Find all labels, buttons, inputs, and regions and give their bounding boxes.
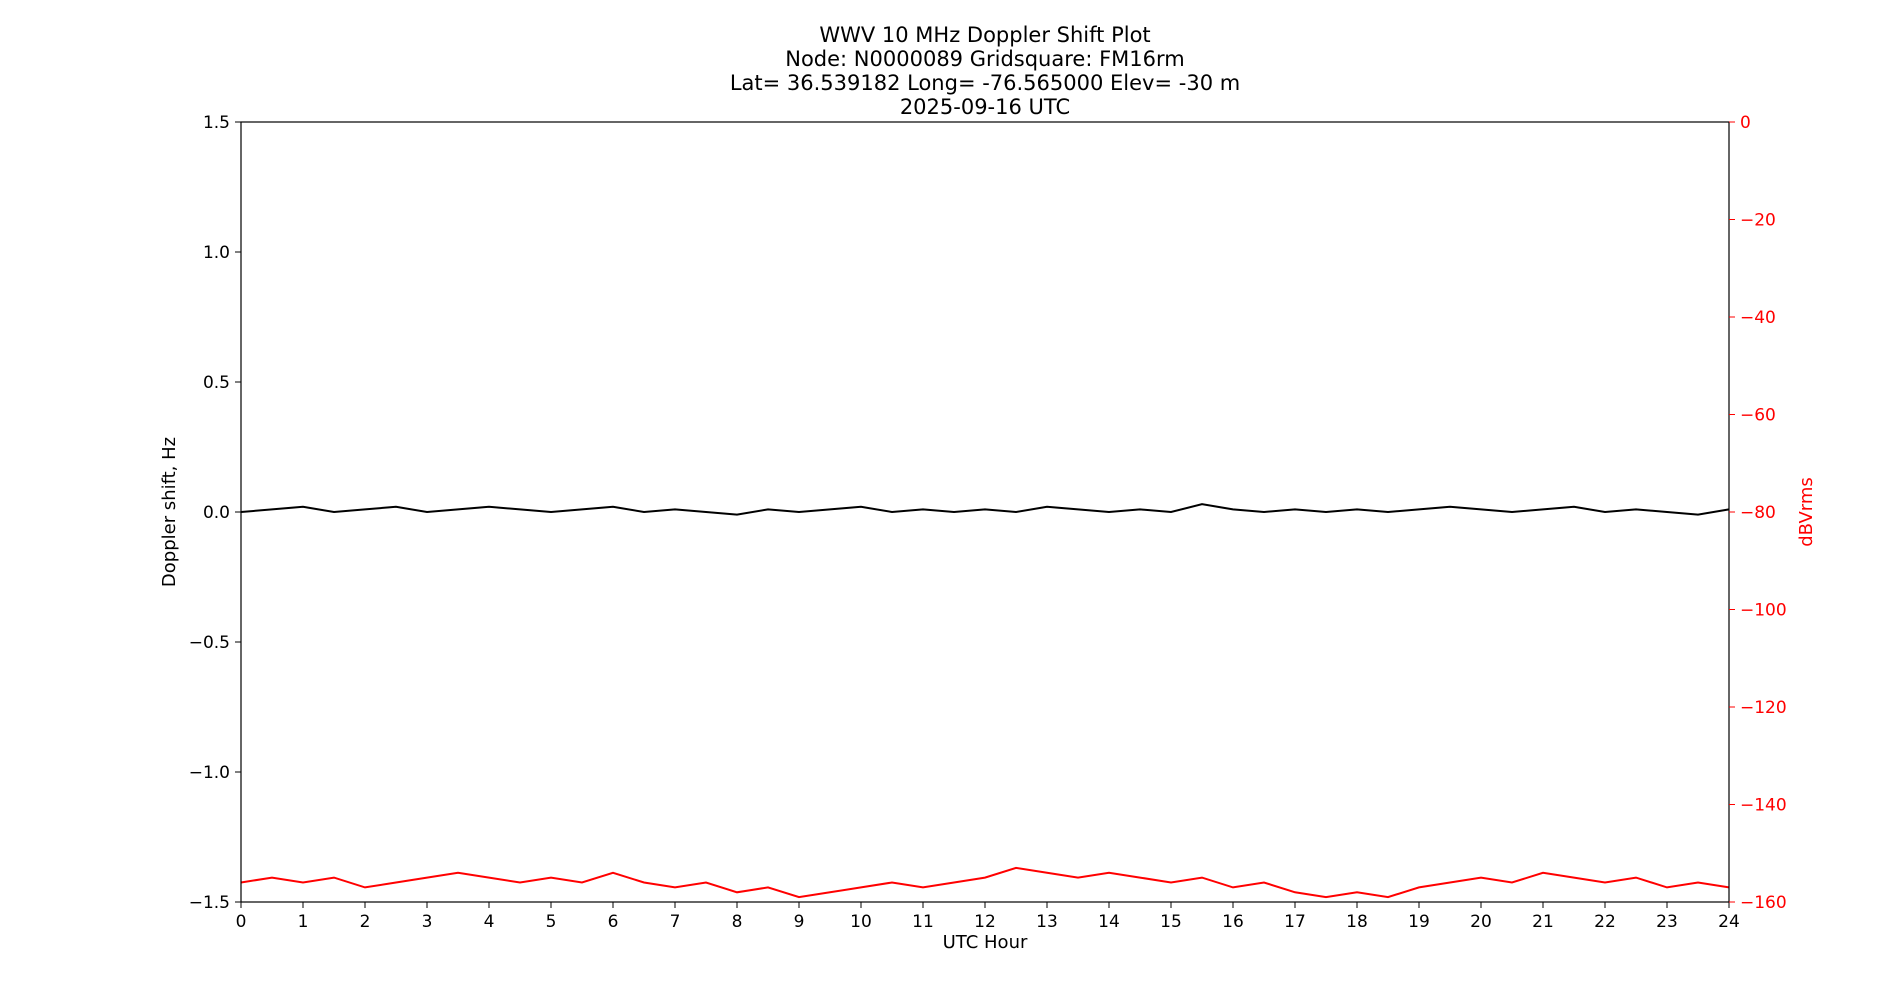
y-tick-label: 1.0 [203, 243, 230, 263]
chart-title: WWV 10 MHz Doppler Shift Plot Node: N000… [730, 23, 1240, 119]
title-line-2: Node: N0000089 Gridsquare: FM16rm [785, 47, 1184, 71]
y-axis-label: Doppler shift, Hz [159, 437, 180, 587]
x-tick-label: 8 [732, 912, 743, 932]
y2-tick-label: 0 [1740, 113, 1751, 133]
y2-tick-label: −160 [1740, 893, 1787, 913]
x-tick-label: 15 [1160, 912, 1182, 932]
y-axis-left: 1.5 1.0 0.5 0.0 −0.5 −1.0 −1.5 [189, 113, 241, 913]
y2-tick-label: −80 [1740, 503, 1776, 523]
title-line-4: 2025-09-16 UTC [900, 95, 1070, 119]
x-tick-label: 16 [1222, 912, 1244, 932]
x-tick-label: 11 [912, 912, 934, 932]
series-layer [240, 503, 1730, 899]
x-tick-label: 13 [1036, 912, 1058, 932]
series-line-power [240, 866, 1730, 899]
title-line-3: Lat= 36.539182 Long= -76.565000 Elev= -3… [730, 71, 1240, 95]
y2-tick-label: −20 [1740, 211, 1776, 231]
x-tick-label: 7 [670, 912, 681, 932]
y2-tick-label: −100 [1740, 601, 1787, 621]
x-tick-label: 9 [794, 912, 805, 932]
x-tick-label: 12 [974, 912, 996, 932]
x-tick-label: 24 [1718, 912, 1740, 932]
x-tick-label: 2 [360, 912, 371, 932]
y-tick-label: −1.0 [189, 763, 230, 783]
x-tick-label: 18 [1346, 912, 1368, 932]
y-tick-label: −0.5 [189, 633, 230, 653]
series-line-doppler [240, 503, 1730, 516]
x-tick-label: 22 [1594, 912, 1616, 932]
y-tick-label: 1.5 [203, 113, 230, 133]
x-tick-label: 19 [1408, 912, 1430, 932]
y-tick-label: 0.0 [203, 503, 230, 523]
x-tick-label: 23 [1656, 912, 1678, 932]
x-axis-label: UTC Hour [943, 932, 1028, 953]
x-tick-label: 17 [1284, 912, 1306, 932]
x-tick-label: 20 [1470, 912, 1492, 932]
x-tick-label: 14 [1098, 912, 1120, 932]
x-tick-label: 21 [1532, 912, 1554, 932]
x-axis: 0 1 2 3 4 5 6 7 8 9 10 11 12 13 14 15 16 17 18 19 20 21 22 23 24 [236, 902, 1740, 932]
title-line-1: WWV 10 MHz Doppler Shift Plot [819, 23, 1150, 47]
x-tick-label: 10 [850, 912, 872, 932]
y-tick-label: 0.5 [203, 373, 230, 393]
x-tick-label: 4 [484, 912, 495, 932]
y2-tick-label: −40 [1740, 308, 1776, 328]
x-tick-label: 5 [546, 912, 557, 932]
y2-tick-label: −120 [1740, 698, 1787, 718]
y2-axis-label: dBVrms [1796, 477, 1817, 547]
x-tick-label: 1 [298, 912, 309, 932]
x-tick-label: 6 [608, 912, 619, 932]
y2-tick-label: −60 [1740, 406, 1776, 426]
y-tick-label: −1.5 [189, 893, 230, 913]
y-axis-right: 0 −20 −40 −60 −80 −100 −120 −140 −160 [1729, 113, 1787, 913]
x-tick-label: 3 [422, 912, 433, 932]
y2-tick-label: −140 [1740, 796, 1787, 816]
x-tick-label: 0 [236, 912, 247, 932]
